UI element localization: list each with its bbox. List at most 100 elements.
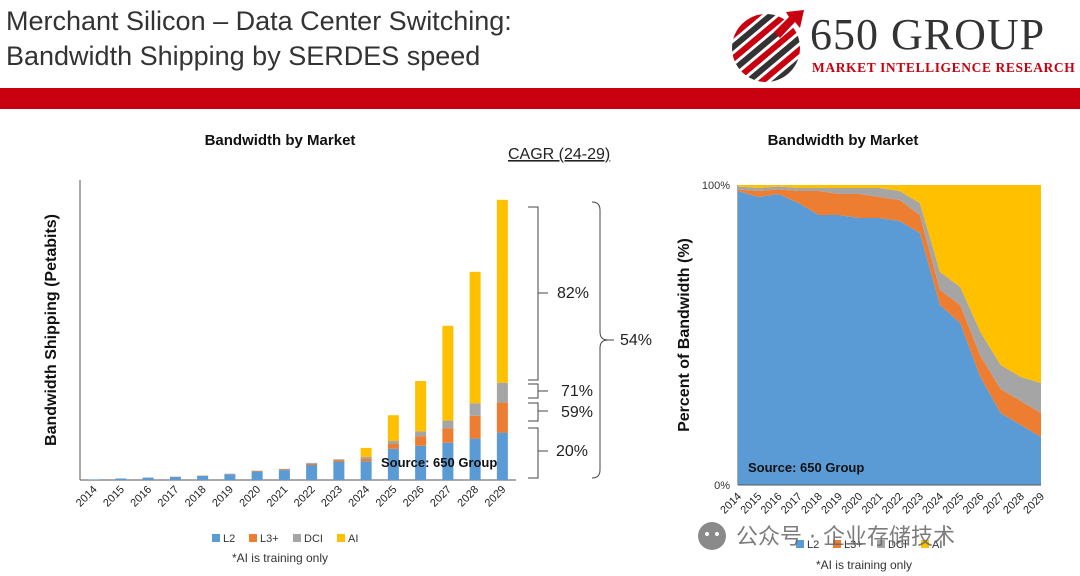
bar-l3-plus-2026	[415, 436, 427, 446]
bar-l3-plus-2027	[442, 428, 454, 443]
left-chart-footnote: *AI is training only	[232, 551, 328, 565]
cagr-ai: 82%	[557, 285, 589, 302]
wechat-icon	[698, 522, 726, 550]
bar-dci-2028	[469, 403, 481, 416]
right-x-tick-2014: 2014	[718, 491, 744, 517]
right-x-tick-2020: 2020	[840, 491, 866, 517]
bar-ai-2029	[496, 199, 508, 383]
left-legend-label-l2: L2	[223, 533, 235, 545]
left-x-tick-2014: 2014	[74, 484, 100, 510]
bar-l2-2026	[415, 445, 427, 480]
left-chart-bars	[88, 199, 508, 480]
bar-ai-2025	[387, 415, 399, 441]
cagr-total: 54%	[620, 332, 652, 349]
left-legend-label-dci: DCI	[304, 533, 323, 545]
bar-l3-plus-2028	[469, 415, 481, 439]
right-x-tick-2024: 2024	[920, 491, 946, 517]
right-chart-title: Bandwidth by Market	[768, 132, 919, 149]
cagr-dci: 71%	[561, 383, 593, 400]
area-l2	[738, 191, 1041, 485]
right-chart-source: Source: 650 Group	[748, 460, 864, 475]
watermark-text: 公众号 · 企业存储技术	[736, 525, 955, 550]
left-x-tick-2025: 2025	[374, 484, 400, 510]
right-x-tick-2025: 2025	[941, 491, 967, 517]
right-x-tick-2022: 2022	[880, 491, 906, 517]
left-chart-title: Bandwidth by Market	[205, 132, 356, 149]
logo-globe-icon	[732, 10, 804, 82]
right-legend-label-l2: L2	[807, 539, 819, 551]
left-legend-swatch-ai	[337, 534, 345, 542]
bar-l3-plus-2020	[251, 471, 263, 472]
bar-dci-2027	[442, 420, 454, 429]
right-chart-legend: L2 L3+ DCI AI	[796, 539, 942, 551]
cagr-bracket-dci	[528, 383, 548, 399]
cagr-bracket-total	[591, 201, 614, 479]
left-legend-swatch-l3-plus	[249, 534, 257, 542]
watermark: 公众号 · 企业存储技术	[698, 522, 955, 550]
left-x-tick-2021: 2021	[265, 484, 291, 510]
bar-l2-2017	[169, 477, 181, 480]
bar-dci-2021	[278, 468, 290, 470]
right-x-tick-2018: 2018	[799, 491, 825, 517]
right-chart-y-tick-100: 100%	[702, 180, 730, 192]
slide-title-line-2: Bandwidth Shipping by SERDES speed	[6, 41, 481, 71]
area-dci	[738, 186, 1041, 413]
left-x-tick-2019: 2019	[210, 484, 236, 510]
right-chart-x-ticks: 2014201520162017201820192020202120222023…	[718, 491, 1047, 517]
bar-l3-plus-2021	[278, 469, 290, 471]
cagr-bracket-l3	[528, 402, 548, 422]
right-legend-swatch-l3-plus	[833, 540, 841, 548]
bar-l2-2027	[442, 442, 454, 480]
right-x-tick-2021: 2021	[860, 491, 886, 517]
left-x-tick-2018: 2018	[183, 484, 209, 510]
right-x-tick-2028: 2028	[1001, 491, 1027, 517]
bar-l3-plus-2023	[333, 460, 345, 462]
bar-l2-2029	[496, 432, 508, 480]
cagr-l3: 59%	[561, 404, 593, 421]
bar-l2-2018	[197, 475, 209, 480]
left-legend-swatch-dci	[293, 534, 301, 542]
slide-title-line-1: Merchant Silicon – Data Center Switching…	[6, 6, 512, 36]
bar-ai-2024	[360, 447, 372, 457]
logo-name: 650 GROUP	[810, 10, 1046, 59]
bar-l3-plus-2025	[387, 444, 399, 449]
bar-l2-2014	[88, 479, 100, 480]
cagr-brackets	[528, 201, 614, 479]
right-x-tick-2029: 2029	[1021, 491, 1047, 517]
bar-l2-2019	[224, 474, 236, 480]
bar-l3-plus-2024	[360, 459, 372, 462]
right-legend-label-dci: DCI	[888, 539, 907, 551]
bar-l2-2024	[360, 461, 372, 480]
right-x-tick-2019: 2019	[819, 491, 845, 517]
left-x-tick-2017: 2017	[156, 484, 182, 510]
left-chart-y-axis-title: Bandwidth Shipping (Petabits)	[43, 214, 60, 446]
left-x-tick-2022: 2022	[292, 484, 318, 510]
right-legend-swatch-ai	[921, 540, 929, 548]
area-ai	[738, 185, 1041, 383]
right-legend-swatch-l2	[796, 540, 804, 548]
right-legend-label-l3-plus: L3+	[844, 539, 863, 551]
right-x-tick-2015: 2015	[739, 491, 765, 517]
left-x-tick-2023: 2023	[319, 484, 345, 510]
left-chart-x-ticks: 2014 2015 2016 2017 2018 2019 2020 2021 2022 2023…	[74, 484, 509, 510]
right-x-tick-2017: 2017	[779, 491, 805, 517]
right-chart-areas	[738, 185, 1041, 485]
right-x-tick-2023: 2023	[900, 491, 926, 517]
bar-l2-2023	[333, 462, 345, 480]
bar-dci-2029	[496, 382, 508, 403]
left-x-tick-2020: 2020	[237, 484, 263, 510]
bar-l2-2021	[278, 470, 290, 480]
right-chart-y-axis-title: Percent of Bandwidth (%)	[676, 238, 693, 432]
left-legend-label-ai: AI	[348, 533, 358, 545]
bar-dci-2025	[387, 441, 399, 444]
left-x-tick-2024: 2024	[346, 484, 372, 510]
left-x-tick-2016: 2016	[128, 484, 154, 510]
bar-l2-2022	[306, 465, 318, 480]
bar-ai-2026	[415, 381, 427, 432]
logo-tagline: MARKET INTELLIGENCE RESEARCH	[812, 60, 1076, 75]
cagr-title: CAGR (24-29)	[508, 146, 610, 163]
left-x-tick-2027: 2027	[428, 484, 454, 510]
bar-l2-2025	[387, 448, 399, 480]
bar-ai-2028	[469, 271, 481, 404]
